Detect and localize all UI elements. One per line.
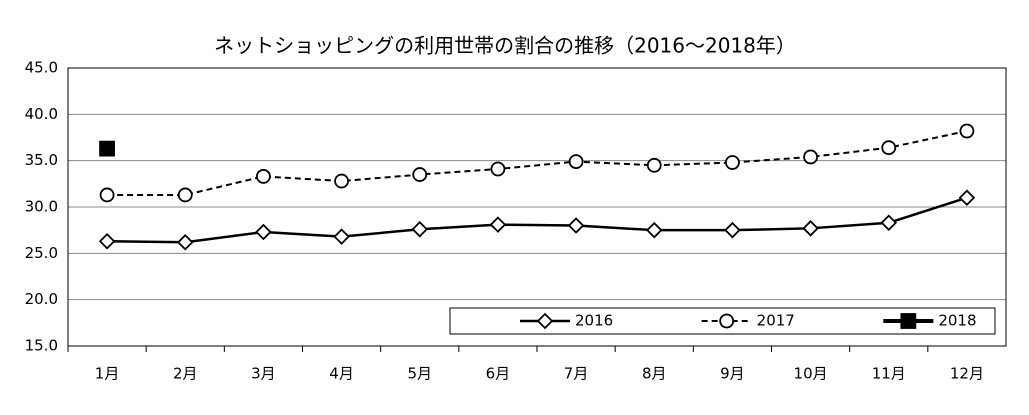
data-point (958, 189, 976, 207)
data-point (334, 173, 349, 189)
data-point (411, 220, 429, 238)
data-point (959, 123, 975, 139)
data-point (724, 221, 741, 239)
chart-title: ネットショッピングの利用世帯の割合の推移（2016～2018年） (214, 34, 796, 58)
legend-marker (536, 312, 554, 330)
data-point (98, 233, 116, 250)
x-tick-label: 12月 (950, 365, 984, 383)
legend-label: 2018 (938, 312, 976, 330)
x-tick-label: 7月 (564, 365, 589, 383)
legend-label: 2016 (575, 312, 613, 330)
series-line (107, 130, 968, 196)
y-tick-label: 25.0 (25, 244, 58, 262)
legend-label: 2017 (757, 312, 795, 330)
x-tick-label: 10月 (794, 365, 828, 383)
x-tick-label: 9月 (720, 365, 745, 383)
legend-marker (900, 313, 917, 329)
series-line (107, 196, 968, 244)
x-tick-label: 5月 (407, 365, 432, 383)
data-point (881, 140, 897, 156)
y-tick-label: 30.0 (25, 198, 58, 216)
data-point (725, 155, 740, 170)
x-tick-label: 3月 (251, 365, 276, 383)
data-point (803, 149, 818, 165)
y-tick-label: 35.0 (25, 151, 58, 169)
data-point (567, 217, 585, 234)
x-tick-label: 4月 (329, 365, 354, 383)
x-tick-label: 1月 (95, 365, 120, 383)
y-tick-label: 20.0 (25, 290, 58, 308)
data-point (256, 169, 271, 184)
data-point (99, 140, 115, 157)
x-tick-label: 2月 (173, 365, 198, 383)
data-point (646, 157, 662, 173)
y-tick-label: 40.0 (25, 105, 58, 123)
y-tick-label: 15.0 (25, 337, 58, 355)
legend-marker (719, 313, 735, 329)
data-point (333, 228, 350, 245)
x-tick-label: 11月 (872, 365, 906, 383)
data-point (490, 161, 506, 177)
x-tick-label: 6月 (486, 365, 511, 383)
y-tick-label: 45.0 (25, 59, 58, 77)
data-point (99, 187, 115, 203)
data-point (176, 233, 194, 251)
data-point (645, 221, 663, 239)
data-point (568, 154, 584, 169)
data-point (412, 167, 428, 182)
data-point (489, 216, 507, 233)
data-point (880, 214, 898, 232)
x-tick-label: 8月 (642, 365, 667, 383)
data-point (177, 187, 193, 203)
data-point (802, 220, 819, 237)
data-point (255, 223, 272, 241)
